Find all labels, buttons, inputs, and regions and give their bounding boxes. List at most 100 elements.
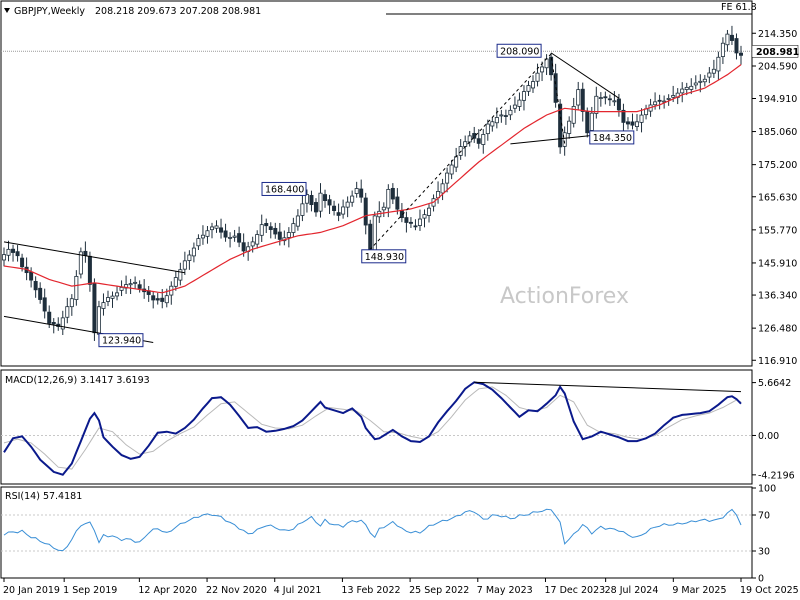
candle-body [485,123,490,135]
candle-body [404,217,409,223]
candle-body [531,81,536,89]
candle-body [273,227,278,235]
level-label-box [361,249,407,264]
candle-body [639,114,644,123]
current-price-box [751,45,799,58]
candle-body [372,215,377,255]
candle-body [42,297,47,312]
candle-body [499,114,504,117]
candle-body [232,235,237,238]
candle-body [133,281,138,284]
price-trendline [550,52,620,99]
candle-body [259,224,264,236]
candle-body [598,97,603,99]
candle-body [359,188,364,198]
candle-body [115,292,120,297]
candle-body [562,132,567,147]
candle-body [454,156,459,168]
candle-body [200,234,205,239]
candle-body [178,269,183,281]
candle-body [51,322,56,325]
candle-body [47,311,52,324]
macd-panel: MACD(12,26,9) 3.1417 3.6193 5.6642 0.00 -4… [0,369,795,485]
candle-body [78,251,83,275]
candle-body [69,298,74,308]
macd-trendline [474,381,742,393]
candle-body [422,214,427,219]
candle-body [413,225,418,228]
collapse-triangle-icon[interactable] [4,8,10,13]
rsi-line [3,508,742,552]
candle-body [540,66,545,73]
price-tick-label: 175.200 [758,160,797,171]
candle-body [625,121,630,125]
candle-body [386,188,391,209]
x-tick-label: 22 Nov 2020 [206,585,267,596]
candle-body [381,206,386,211]
price-tick-label: 165.630 [758,192,797,203]
candle-body [92,282,97,334]
candle-body [277,231,282,240]
candle-body [395,196,400,210]
candle-body [580,88,585,112]
rsi-tick-label: 30 [758,547,770,558]
rsi-panel: RSI(14) 57.4181 100 70 30 0 [0,484,776,585]
candle-body [440,183,445,194]
price-panel-frame [0,0,753,367]
candle-body [29,271,34,281]
macd-y-axis: 5.6642 0.00 -4.2196 [752,378,795,481]
candle-body [332,205,337,211]
level-label-box [496,43,542,58]
candle-body [680,88,685,94]
candle-body [472,133,477,139]
candle-body [684,86,689,90]
level-label-text: 123.940 [102,336,141,347]
candle-body [286,232,291,238]
price-tick-label: 116.910 [758,356,797,367]
candle-body [105,297,110,302]
candle-body [38,287,43,300]
candle-body [151,295,156,301]
price-y-grid [1,32,756,361]
candle-body [463,141,468,147]
price-tick-label: 204.590 [758,62,797,73]
candle-body [445,172,450,184]
price-tick-label: 155.770 [758,225,797,236]
price-tick-label: 136.340 [758,291,797,302]
candle-body [689,85,694,90]
candle-body [219,227,224,233]
candle-body [517,99,522,107]
candle-body [309,195,314,206]
candle-body [264,223,269,227]
candle-body [101,302,106,309]
candle-body [250,241,255,247]
candle-body [350,195,355,203]
level-label-box [261,181,307,196]
macd-signal-line [3,386,742,470]
candle-body [576,89,581,106]
candle-body [341,206,346,215]
candle-body [671,95,676,98]
macd-tick-label: 5.6642 [758,378,791,389]
candle-body [209,226,214,231]
candle-body [481,134,486,145]
candle-body [74,275,79,300]
candle-body [476,138,481,144]
candle-body [693,82,698,86]
candle-body [237,233,242,243]
candle-body [594,95,599,114]
candle-body [191,247,196,257]
candle-body [60,317,65,330]
candle-body [241,242,246,252]
rsi-tick-label: 0 [758,574,764,585]
candle-body [33,281,38,291]
watermark: ActionForex [500,284,629,309]
rsi-series-line [3,508,742,552]
ma-line [3,64,742,294]
current-price-label: 208.981 [756,47,799,58]
candle-body [323,194,328,201]
candle-body [214,225,219,229]
candle-body [739,52,744,56]
level-label-box [589,130,635,145]
